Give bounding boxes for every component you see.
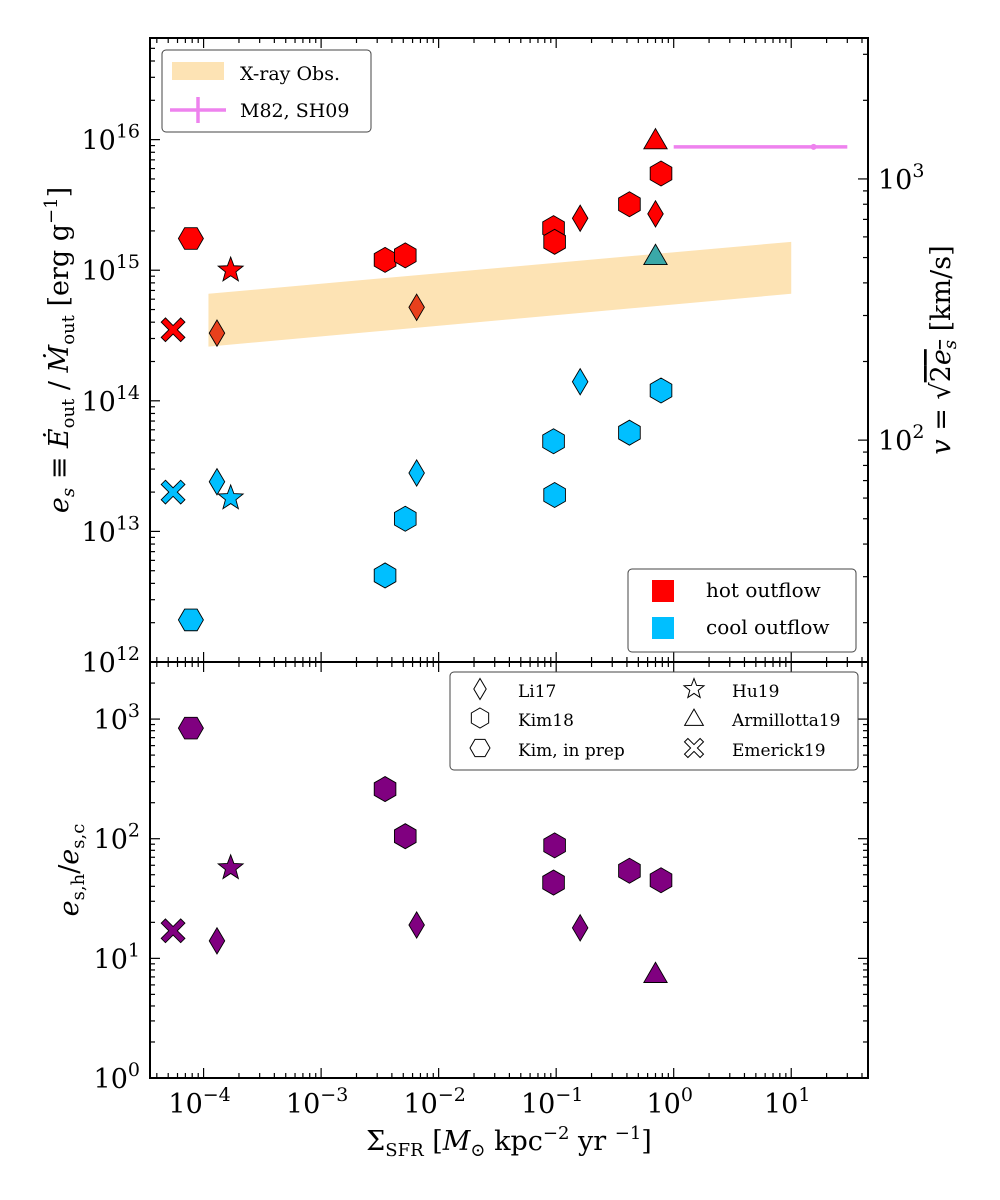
- legend-marker-li17: [473, 677, 487, 701]
- point-ratio-kim18: [542, 869, 565, 896]
- x-tick-label: 10−1: [521, 1084, 583, 1120]
- bottom-y-axis-label: es,h/es,c: [54, 824, 89, 917]
- point-ratio-li17: [408, 911, 425, 940]
- point-hot-outflow-kim18: [618, 191, 641, 218]
- point-cool-outflow-li17: [208, 467, 226, 496]
- legend-hu19-label: Hu19: [732, 682, 779, 702]
- bottom-y-tick-label: 103: [94, 700, 140, 736]
- top-y-tick-label: 1015: [81, 251, 140, 287]
- xray-band: [208, 241, 792, 347]
- point-cool-outflow-kim-in-prep: [177, 608, 204, 632]
- point-cool-outflow-kim18: [649, 377, 673, 404]
- legend-xray-swatch: [172, 62, 224, 80]
- point-hot-outflow-hu19: [216, 255, 245, 282]
- legend-emerick19-label: Emerick19: [732, 741, 826, 761]
- point-hot-outflow-li17: [647, 199, 664, 228]
- legend-xray-label: X-ray Obs.: [240, 63, 340, 85]
- legend-top-left: X-ray Obs. M82, SH09: [161, 49, 372, 133]
- legend-li17-label: Li17: [518, 682, 556, 702]
- top-right-y-axis-label: v = √2es [km/s]: [926, 245, 961, 454]
- point-ratio-kim18: [393, 823, 417, 850]
- legend-cool-swatch: [652, 617, 674, 639]
- legend-hot-swatch: [652, 580, 674, 602]
- top-m82-errorbar: [673, 143, 848, 150]
- point-cool-outflow-hu19: [216, 483, 245, 510]
- top-y-tick-label: 1014: [81, 382, 140, 418]
- bottom-y-tick-label: 102: [94, 820, 140, 856]
- bottom-y-tick-label: 100: [94, 1059, 140, 1095]
- m82-point: [810, 143, 817, 150]
- legend-cool-label: cool outflow: [706, 615, 830, 639]
- x-tick-label: 10−2: [403, 1084, 465, 1120]
- top-scatter-points: [160, 127, 673, 632]
- top-xray-band: [208, 241, 792, 347]
- point-cool-outflow-kim18: [373, 562, 397, 589]
- point-hot-outflow-kim18: [373, 246, 397, 273]
- point-ratio-li17: [208, 926, 226, 955]
- bottom-y-tick-label: 101: [94, 939, 140, 975]
- point-cool-outflow-emerick19: [160, 479, 186, 505]
- point-cool-outflow-kim18: [618, 419, 641, 446]
- point-hot-outflow-kim18: [543, 228, 566, 255]
- top-y-tick-label: 1013: [81, 512, 140, 548]
- legend-marker-kim18: [470, 707, 490, 729]
- point-ratio-armillotta19: [643, 961, 668, 983]
- point-cool-outflow-armillotta19: [643, 243, 668, 265]
- point-ratio-kim-in-prep: [177, 716, 204, 740]
- top-y-axis-label: es ≡ Ėout / Ṁout [erg g−1]: [41, 187, 79, 513]
- legend-marker-hu19: [682, 677, 706, 699]
- top-y-tick-label: 1012: [81, 643, 140, 679]
- point-ratio-kim18: [649, 867, 673, 894]
- legend-outflow: hot outflow cool outflow: [627, 568, 857, 653]
- bottom-panel-frame: [149, 661, 869, 1079]
- x-tick-label: 101: [764, 1084, 810, 1120]
- top-right-y-tick-label: 103: [878, 160, 924, 196]
- legend-armillotta19-label: Armillotta19: [731, 711, 841, 731]
- x-tick-label: 10−3: [286, 1084, 348, 1120]
- point-cool-outflow-kim18: [543, 481, 566, 509]
- point-cool-outflow-kim18: [393, 505, 417, 532]
- legend-m82-label: M82, SH09: [240, 100, 349, 122]
- point-hot-outflow-li17: [208, 319, 226, 348]
- legend-marker-emerick19: [683, 737, 705, 759]
- point-hot-outflow-kim18: [649, 160, 673, 187]
- legend-marker-kim-in-prep: [469, 738, 491, 758]
- point-cool-outflow-li17: [571, 367, 589, 396]
- point-hot-outflow-armillotta19: [643, 127, 668, 150]
- point-hot-outflow-emerick19: [160, 317, 186, 343]
- x-tick-label: 100: [646, 1084, 692, 1120]
- top-right-y-tick-label: 102: [878, 421, 924, 457]
- legend-kim18-label: Kim18: [518, 711, 574, 731]
- point-cool-outflow-kim18: [542, 428, 565, 455]
- bottom-x-axis-label: ΣSFR [M⊙ kpc−2 yr −1]: [366, 1123, 652, 1161]
- top-axis-ticks: 1012 1013 1014 1015 1016 102 103: [81, 37, 924, 679]
- top-y-tick-label: 1016: [81, 121, 140, 157]
- point-hot-outflow-li17: [571, 204, 589, 233]
- point-ratio-emerick19: [160, 918, 186, 944]
- legend-marker-armillotta19: [683, 708, 705, 726]
- x-tick-label: 10−4: [168, 1084, 230, 1120]
- point-hot-outflow-kim-in-prep: [177, 227, 204, 250]
- point-ratio-hu19: [216, 853, 245, 880]
- point-hot-outflow-li17: [408, 293, 425, 322]
- legend-models: Li17 Kim18 Kim, in prep Hu19 Armillotta1…: [449, 671, 859, 771]
- point-hot-outflow-kim18: [393, 242, 417, 269]
- point-ratio-kim18: [543, 832, 566, 859]
- legend-hot-label: hot outflow: [706, 578, 821, 602]
- legend-kimprep-label: Kim, in prep: [518, 741, 625, 761]
- point-ratio-li17: [571, 913, 589, 942]
- point-ratio-kim18: [618, 857, 641, 884]
- point-ratio-kim18: [373, 776, 397, 803]
- bottom-scatter-points: [160, 716, 673, 983]
- point-cool-outflow-li17: [408, 458, 425, 488]
